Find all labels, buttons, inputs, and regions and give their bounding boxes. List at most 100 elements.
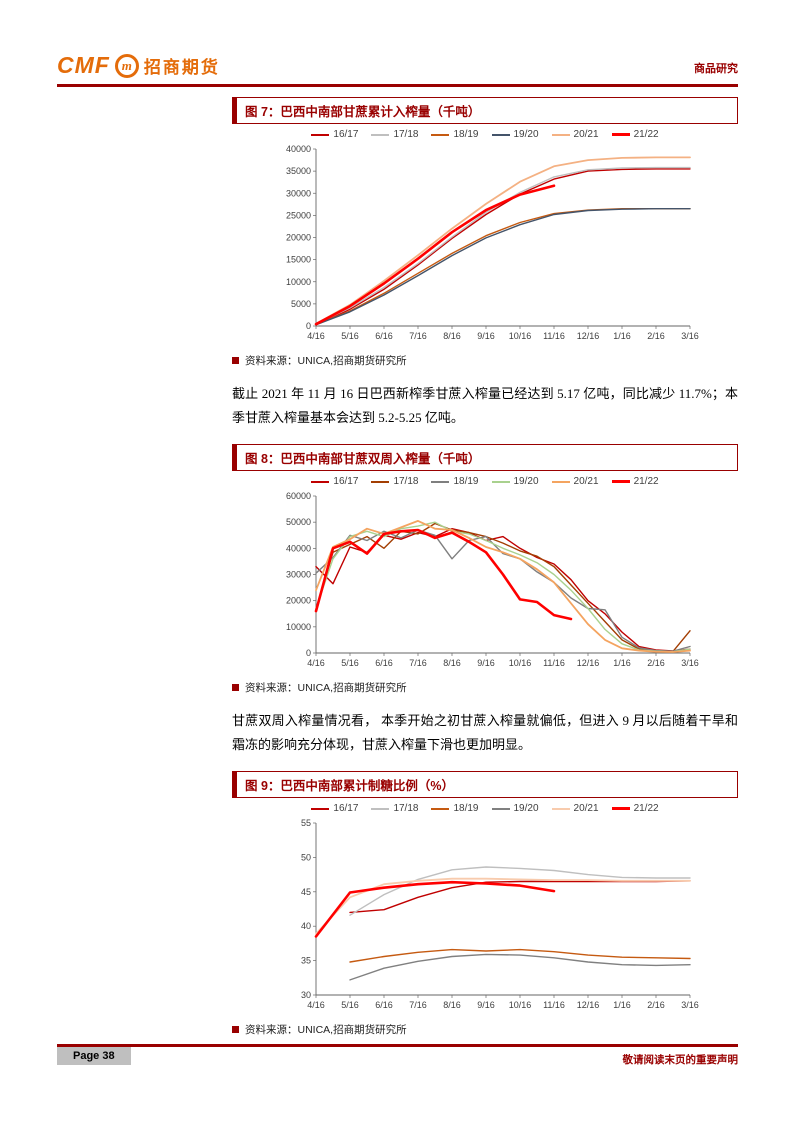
svg-text:30000: 30000 <box>286 188 311 198</box>
legend-label: 20/21 <box>573 129 599 140</box>
svg-text:4/16: 4/16 <box>307 658 325 668</box>
svg-text:5000: 5000 <box>291 299 311 309</box>
svg-text:50000: 50000 <box>286 517 311 527</box>
svg-text:40000: 40000 <box>286 543 311 553</box>
page-header: CMF m 招商期货 商品研究 <box>57 52 738 87</box>
svg-text:10/16: 10/16 <box>509 1000 532 1010</box>
svg-text:7/16: 7/16 <box>409 658 427 668</box>
svg-text:5/16: 5/16 <box>341 1000 359 1010</box>
figure-8-title: 图 8：巴西中南部甘蔗双周入榨量（千吨） <box>232 444 738 472</box>
svg-text:11/16: 11/16 <box>543 1000 565 1010</box>
svg-text:3/16: 3/16 <box>681 658 699 668</box>
figure-7-source: 资料来源：UNICA,招商期货研究所 <box>232 353 738 368</box>
svg-text:40000: 40000 <box>286 144 311 154</box>
legend-item-21-22: 21/22 <box>611 129 659 140</box>
svg-text:12/16: 12/16 <box>577 331 600 341</box>
legend-item-16-17: 16/17 <box>311 803 358 814</box>
legend-swatch-icon <box>611 480 630 484</box>
svg-text:55: 55 <box>301 818 311 828</box>
svg-text:20000: 20000 <box>286 233 311 243</box>
svg-text:8/16: 8/16 <box>443 658 461 668</box>
legend-swatch-icon <box>491 133 510 136</box>
paragraph-2: 甘蔗双周入榨量情况看， 本季开始之初甘蔗入榨量就偏低，但进入 9 月以后随着干旱… <box>232 713 738 753</box>
svg-text:2/16: 2/16 <box>647 658 665 668</box>
svg-text:4/16: 4/16 <box>307 331 325 341</box>
svg-text:2/16: 2/16 <box>647 1000 665 1010</box>
figure-9-title: 图 9：巴西中南部累计制糖比例（%） <box>232 771 738 799</box>
legend-label: 19/20 <box>513 476 539 488</box>
figure-9-source: 资料来源：UNICA,招商期货研究所 <box>232 1022 738 1037</box>
figure-7-title: 图 7：巴西中南部甘蔗累计入榨量（千吨） <box>232 97 738 124</box>
legend-swatch-icon <box>551 133 570 136</box>
legend-swatch-icon <box>431 807 450 810</box>
page-number: Page 38 <box>57 1047 131 1065</box>
legend-item-17-18: 17/18 <box>371 803 418 814</box>
legend-swatch-icon <box>431 480 450 483</box>
legend-label: 21/22 <box>633 129 659 140</box>
svg-text:12/16: 12/16 <box>577 1000 600 1010</box>
legend-label: 18/19 <box>453 476 479 488</box>
legend-label: 20/21 <box>573 803 599 815</box>
cmf-logo-icon: m <box>114 53 139 78</box>
svg-text:40: 40 <box>301 921 311 931</box>
figure-8-block: 图 8：巴西中南部甘蔗双周入榨量（千吨） 16/17 17/18 18/19 19/2… <box>232 444 738 695</box>
figure-9-chart-area: 16/17 17/18 18/19 19/20 20/21 21/22 30 35 40 45 5… <box>270 803 700 1020</box>
svg-text:5/16: 5/16 <box>341 658 359 668</box>
legend-label: 16/17 <box>333 803 359 815</box>
svg-text:7/16: 7/16 <box>409 1000 427 1010</box>
svg-text:11/16: 11/16 <box>543 331 565 341</box>
svg-text:11/16: 11/16 <box>543 658 565 668</box>
legend-label: 16/17 <box>333 476 359 488</box>
svg-text:2/16: 2/16 <box>647 331 665 341</box>
paragraph-1: 截止 2021 年 11 月 16 日巴西新榨季甘蔗入榨量已经达到 5.17 亿… <box>232 386 738 426</box>
legend-label: 17/18 <box>393 803 419 815</box>
legend-swatch-icon <box>491 807 510 810</box>
figure-7-chart: 0 5000 10000 15000 20000 25000 30000 35000 40000… <box>286 144 699 341</box>
legend-item-20-21: 20/21 <box>551 803 599 815</box>
source-bullet-icon <box>232 1026 239 1034</box>
legend-swatch-icon <box>371 807 390 810</box>
svg-text:6/16: 6/16 <box>375 331 393 341</box>
svg-text:10/16: 10/16 <box>509 658 532 668</box>
figure-8-source: 资料来源：UNICA,招商期货研究所 <box>232 680 738 695</box>
legend-item-16-17: 16/17 <box>311 476 358 487</box>
svg-text:3/16: 3/16 <box>681 331 699 341</box>
figure-8-chart-area: 16/17 17/18 18/19 19/20 20/21 21/22 0 10000 200… <box>270 476 700 678</box>
logo-letter: m <box>121 57 132 73</box>
legend-item-17-18: 17/18 <box>371 129 418 140</box>
legend-label: 18/19 <box>453 129 479 140</box>
legend-item-19-20: 19/20 <box>491 129 539 140</box>
svg-text:1/16: 1/16 <box>613 1000 631 1010</box>
svg-text:15000: 15000 <box>286 255 311 265</box>
legend-swatch-icon <box>551 807 570 810</box>
svg-text:6/16: 6/16 <box>375 1000 393 1010</box>
report-section-label: 商品研究 <box>694 63 738 75</box>
svg-text:12/16: 12/16 <box>577 658 600 668</box>
svg-text:1/16: 1/16 <box>613 331 631 341</box>
svg-text:6/16: 6/16 <box>375 658 393 668</box>
source-text: 资料来源：UNICA,招商期货研究所 <box>245 355 407 367</box>
source-text: 资料来源：UNICA,招商期货研究所 <box>245 1024 407 1037</box>
svg-text:8/16: 8/16 <box>443 331 461 341</box>
legend-label: 16/17 <box>333 129 359 140</box>
report-body: 图 7：巴西中南部甘蔗累计入榨量（千吨） 16/17 17/18 18/19 19/2… <box>232 97 738 1041</box>
svg-text:50: 50 <box>301 853 311 863</box>
svg-text:9/16: 9/16 <box>477 1000 495 1010</box>
legend-swatch-icon <box>311 133 330 136</box>
legend-label: 18/19 <box>453 803 479 815</box>
figure-9-block: 图 9：巴西中南部累计制糖比例（%） 16/17 17/18 18/19 19/20 2… <box>232 771 738 1037</box>
figure-7-legend: 16/17 17/18 18/19 19/20 20/21 21/22 <box>270 129 700 140</box>
svg-text:0: 0 <box>306 321 311 331</box>
svg-text:10/16: 10/16 <box>509 331 532 341</box>
page-footer: Page 38 敬请阅读末页的重要声明 <box>57 1044 738 1067</box>
legend-item-18-19: 18/19 <box>431 476 479 488</box>
legend-item-21-22: 21/22 <box>611 803 659 814</box>
source-bullet-icon <box>232 684 239 692</box>
brand-name: 招商期货 <box>143 58 220 77</box>
legend-item-19-20: 19/20 <box>491 803 539 814</box>
brand-acronym: CMF <box>57 52 110 78</box>
figure-8-legend: 16/17 17/18 18/19 19/20 20/21 21/22 <box>270 476 700 487</box>
svg-text:9/16: 9/16 <box>477 331 495 341</box>
legend-item-18-19: 18/19 <box>431 129 479 140</box>
